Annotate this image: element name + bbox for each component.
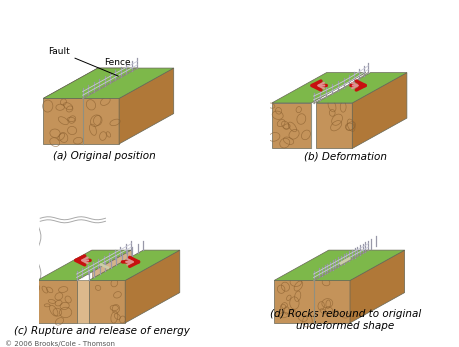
Text: (a) Original position: (a) Original position (52, 151, 155, 161)
Polygon shape (77, 280, 89, 323)
Polygon shape (119, 68, 174, 144)
Polygon shape (37, 280, 77, 323)
Polygon shape (83, 68, 174, 99)
Polygon shape (274, 280, 313, 323)
Text: Fence: Fence (104, 58, 131, 67)
Polygon shape (313, 280, 349, 323)
Polygon shape (43, 99, 83, 144)
Polygon shape (349, 250, 404, 323)
Polygon shape (89, 280, 125, 323)
Text: (b) Deformation: (b) Deformation (303, 151, 386, 161)
Polygon shape (315, 103, 352, 149)
Polygon shape (315, 73, 406, 103)
Polygon shape (43, 68, 137, 99)
Polygon shape (352, 73, 406, 149)
Polygon shape (83, 99, 119, 144)
Polygon shape (313, 250, 404, 280)
Polygon shape (37, 250, 131, 280)
Polygon shape (43, 68, 137, 99)
Polygon shape (271, 73, 365, 103)
Polygon shape (89, 250, 179, 280)
Text: (d) Rocks rebound to original
undeformed shape: (d) Rocks rebound to original undeformed… (269, 310, 420, 331)
Polygon shape (271, 103, 311, 149)
Text: Fault: Fault (48, 47, 118, 76)
Polygon shape (274, 250, 367, 280)
Text: (c) Rupture and release of energy: (c) Rupture and release of energy (14, 325, 190, 336)
Polygon shape (92, 250, 131, 293)
Polygon shape (125, 250, 179, 323)
Text: © 2006 Brooks/Cole - Thomson: © 2006 Brooks/Cole - Thomson (5, 341, 114, 347)
